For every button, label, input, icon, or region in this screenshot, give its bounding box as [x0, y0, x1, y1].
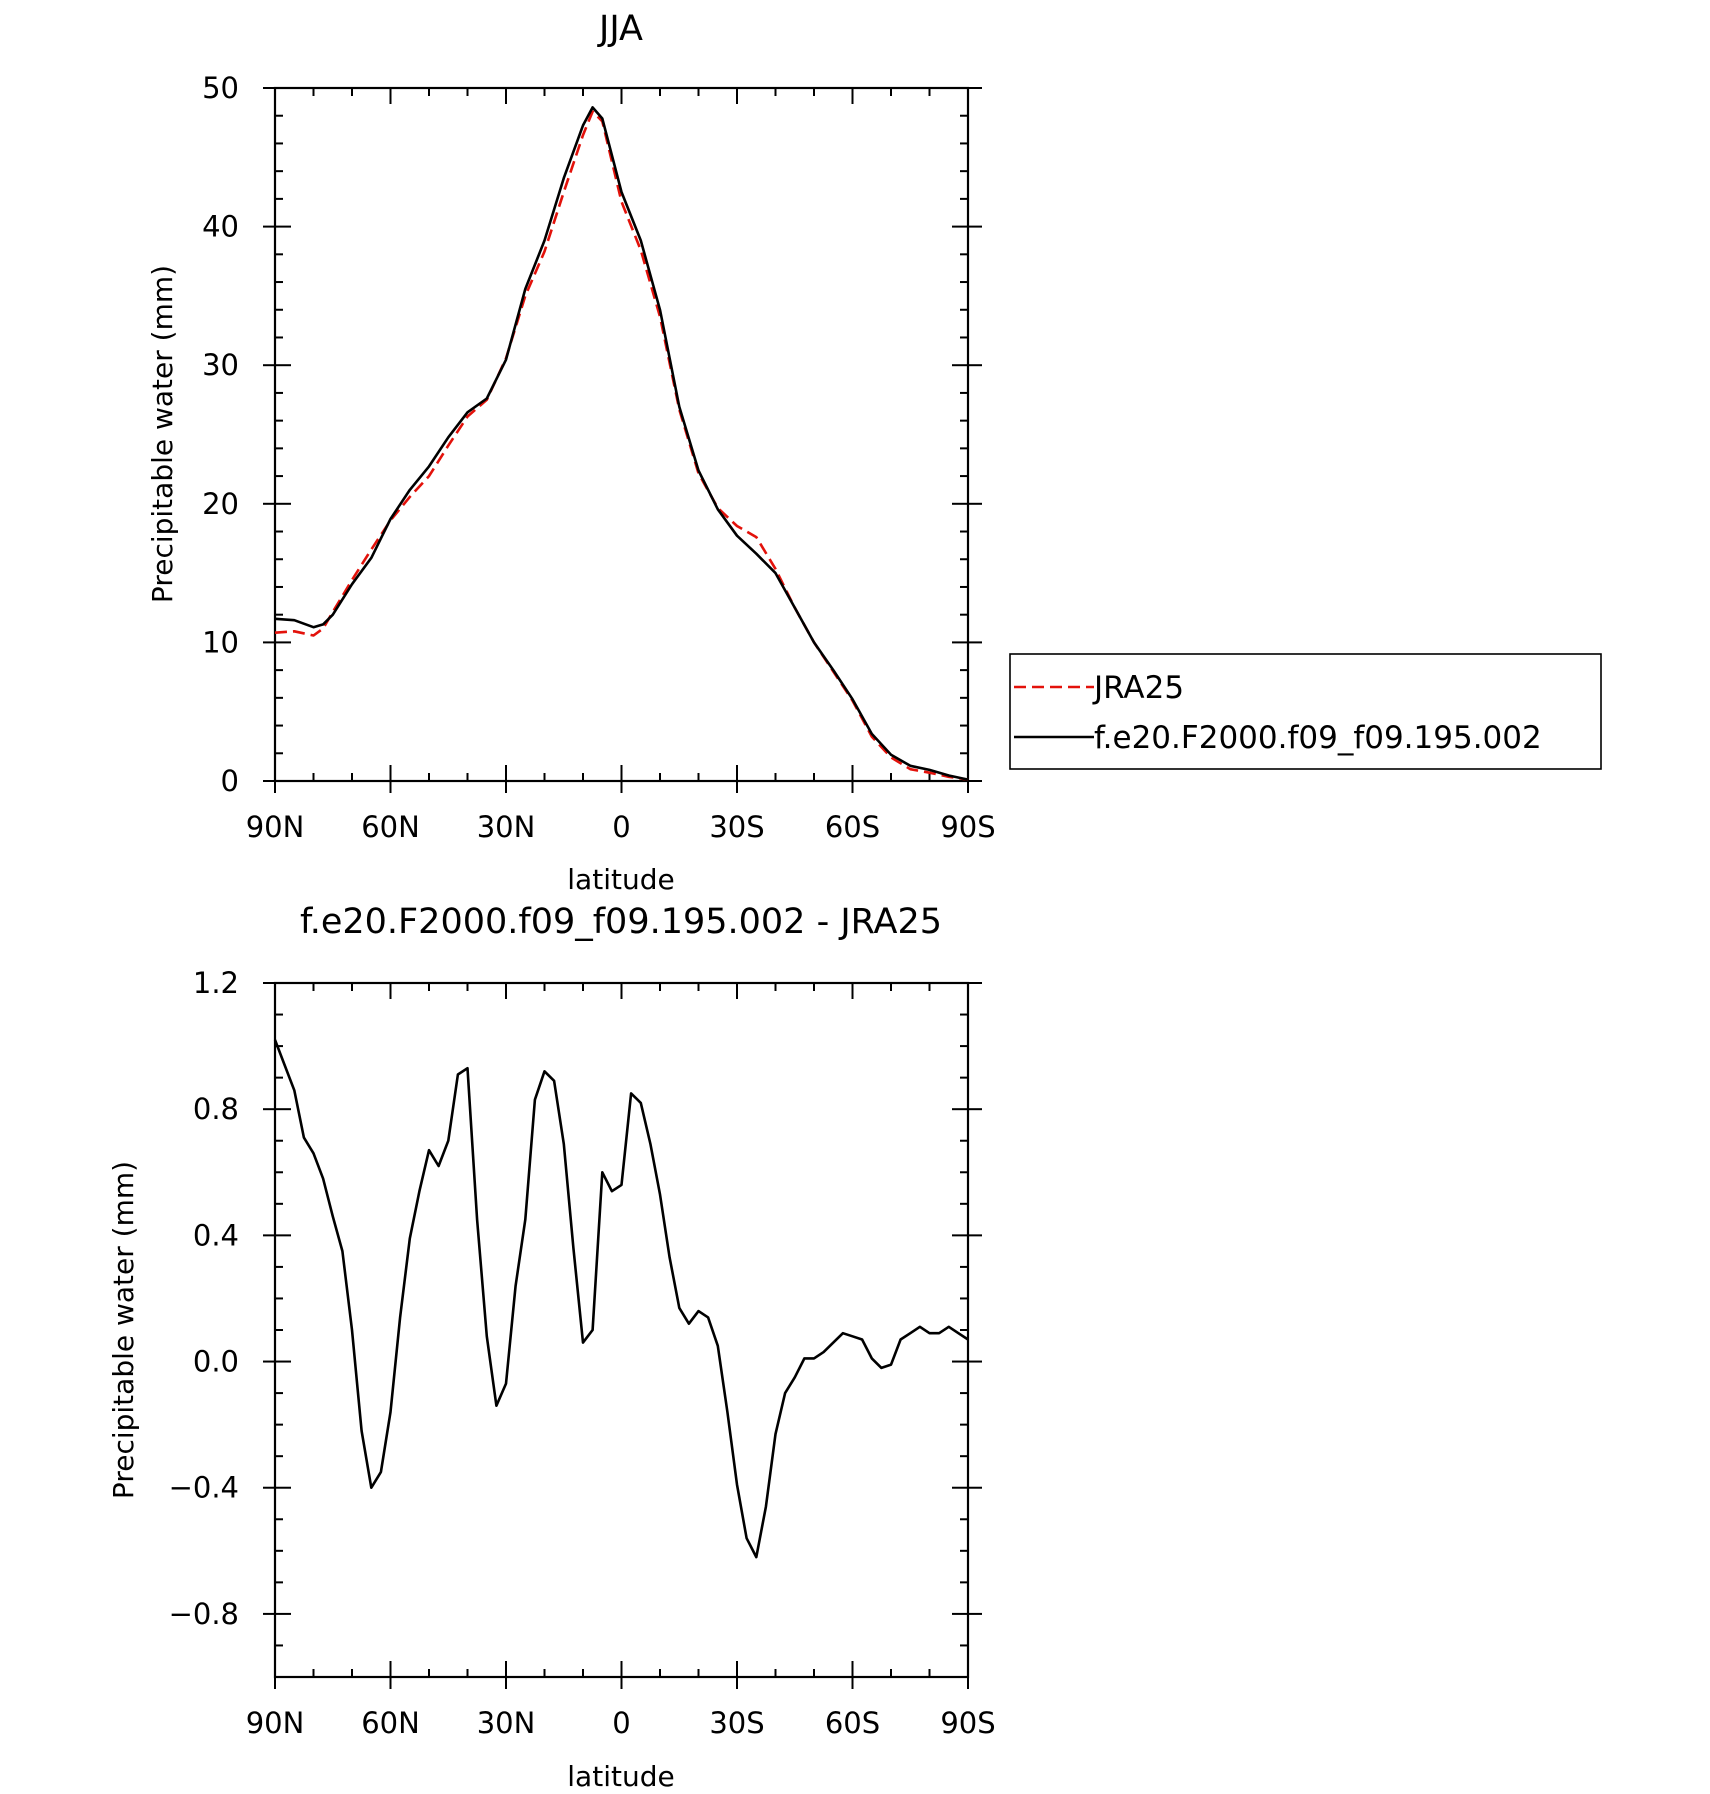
top-panel: JJA 0 10 20 30 40 50 90N 60N 30N 0 30S 6…: [146, 9, 1602, 896]
bottom-series-line-0: [273, 1039, 969, 1559]
bottom-x-tick-label: 90N: [246, 1706, 305, 1740]
top-series-line-0: [274, 110, 969, 781]
top-x-tick-label: 30S: [709, 810, 764, 844]
bottom-x-tick-label: 30N: [477, 1706, 536, 1740]
bottom-x-tick-label: 60S: [825, 1706, 880, 1740]
bottom-y-tick-labels: 1.2 0.8 0.4 0.0 −0.4 −0.8: [169, 966, 239, 1631]
top-x-tick-label: 30N: [477, 810, 536, 844]
top-y-tick-labels: 0 10 20 30 40 50: [202, 71, 239, 798]
bottom-series-lines: [273, 1039, 969, 1559]
top-x-tick-label: 60S: [825, 810, 880, 844]
top-x-tick-label: 0: [612, 810, 630, 844]
top-y-tick-label: 50: [202, 71, 239, 105]
top-y-tick-label: 0: [221, 764, 239, 798]
bottom-axis-ticks: [263, 982, 982, 1689]
bottom-panel: f.e20.F2000.f09_f09.195.002 - JRA25 1.2 …: [107, 902, 996, 1793]
legend-label-model: f.e20.F2000.f09_f09.195.002: [1094, 720, 1542, 756]
top-series-lines: [274, 106, 969, 781]
bottom-y-tick-label: 0.8: [193, 1092, 239, 1126]
bottom-y-axis-label: Precipitable water (mm): [107, 1161, 140, 1499]
bottom-y-tick-label: −0.8: [169, 1597, 239, 1631]
legend: JRA25 f.e20.F2000.f09_f09.195.002: [1009, 653, 1602, 770]
bottom-x-tick-label: 30S: [709, 1706, 764, 1740]
bottom-plot-frame: [273, 981, 970, 1679]
legend-box: [1009, 653, 1602, 770]
bottom-y-tick-label: 1.2: [193, 966, 239, 1000]
top-y-axis-label: Precipitable water (mm): [146, 265, 179, 603]
legend-label-jra25: JRA25: [1092, 670, 1184, 706]
top-chart-title: JJA: [597, 9, 643, 49]
bottom-y-tick-label: −0.4: [169, 1471, 239, 1505]
top-y-tick-label: 20: [202, 487, 239, 521]
top-x-tick-label: 90S: [940, 810, 995, 844]
top-x-tick-labels: 90N 60N 30N 0 30S 60S 90S: [246, 810, 996, 844]
top-axis-ticks: [263, 87, 982, 793]
bottom-x-tick-label: 0: [612, 1706, 630, 1740]
bottom-y-tick-label: 0.4: [193, 1218, 239, 1252]
bottom-x-axis-label: latitude: [567, 1760, 674, 1793]
top-y-tick-label: 40: [202, 210, 239, 244]
bottom-x-tick-labels: 90N 60N 30N 0 30S 60S 90S: [246, 1706, 996, 1740]
top-y-tick-label: 30: [202, 348, 239, 382]
top-x-axis-label: latitude: [567, 863, 674, 896]
bottom-x-tick-label: 90S: [940, 1706, 995, 1740]
top-x-tick-label: 90N: [246, 810, 305, 844]
bottom-y-tick-label: 0.0: [193, 1345, 239, 1379]
bottom-x-tick-label: 60N: [361, 1706, 420, 1740]
top-series-line-1: [274, 106, 969, 781]
bottom-chart-title: f.e20.F2000.f09_f09.195.002 - JRA25: [300, 902, 942, 942]
top-y-tick-label: 10: [202, 625, 239, 659]
top-x-tick-label: 60N: [361, 810, 420, 844]
